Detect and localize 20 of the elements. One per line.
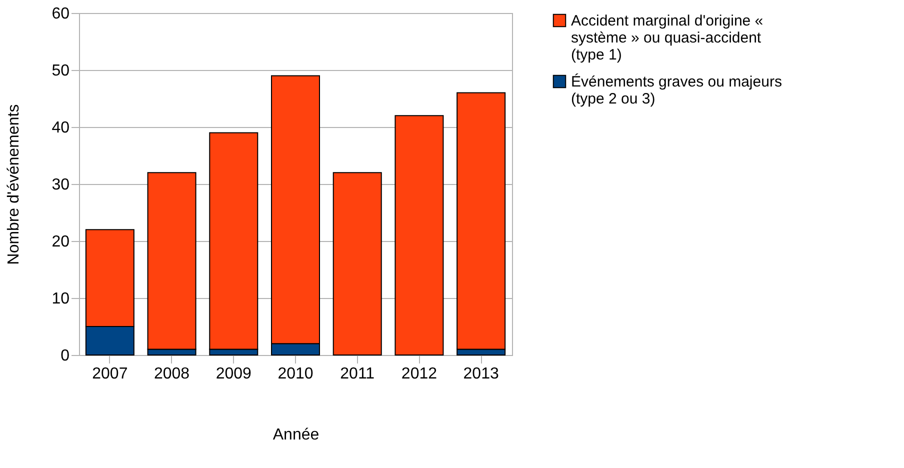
x-tick-label: 2012 <box>401 366 438 382</box>
y-axis-title: Nombre d'événements <box>6 104 23 265</box>
legend-label: Événements graves ou majeurs (type 2 ou 3) <box>571 72 782 108</box>
y-tick-label: 10 <box>52 290 70 308</box>
x-axis-title: Année <box>272 426 320 444</box>
bar <box>332 172 382 356</box>
y-tick-label: 30 <box>52 176 70 194</box>
y-tick-label: 0 <box>60 348 70 364</box>
y-tick-label: 60 <box>52 6 70 22</box>
x-tick-label: 2009 <box>216 366 252 382</box>
x-tick-label: 2013 <box>463 366 499 382</box>
x-tick-label: 2008 <box>154 366 190 382</box>
y-tick-label: 50 <box>52 62 70 80</box>
y-tick-label: 20 <box>52 234 70 250</box>
x-tick-label: 2007 <box>92 366 128 382</box>
legend-label: Accident marginal d'origine « système » ou quasi-accident (type 1) <box>571 12 764 64</box>
x-tick-label: 2010 <box>278 366 314 382</box>
y-tick-label: 40 <box>52 120 70 136</box>
bar <box>394 115 444 356</box>
x-tick-label: 2011 <box>340 366 375 382</box>
